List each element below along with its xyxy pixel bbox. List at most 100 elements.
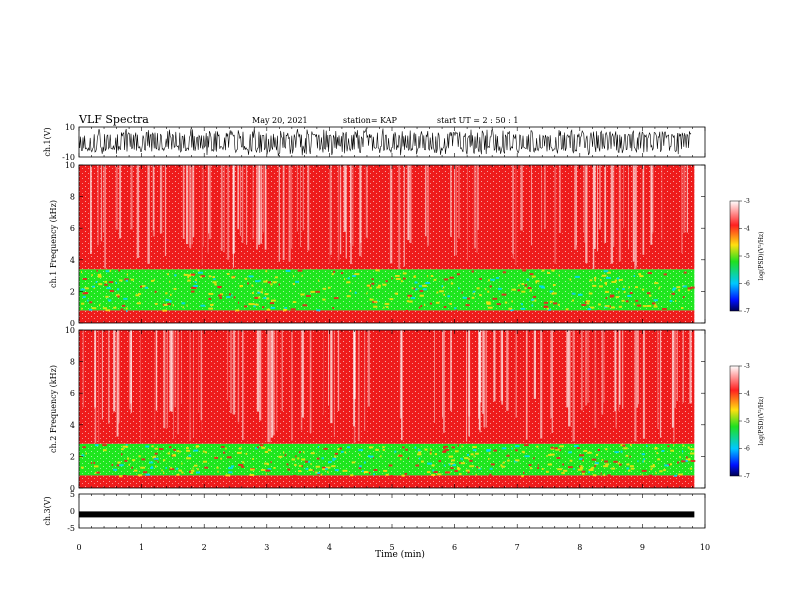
spectrogram-texture — [297, 269, 303, 272]
spectrogram-texture — [541, 286, 545, 289]
ch3-waveform-frame — [78, 493, 706, 529]
spectrogram-texture — [535, 280, 540, 283]
y-tick-label: 6 — [70, 389, 75, 398]
spectrogram-texture — [427, 462, 432, 465]
spectrogram-texture — [317, 279, 320, 282]
spectrogram-texture — [549, 290, 553, 293]
spectrogram-texture — [601, 274, 607, 277]
spectrogram-streak — [671, 330, 674, 428]
spectrogram-texture — [137, 292, 142, 295]
spectrogram-streak — [259, 330, 262, 421]
spectrogram-streak — [276, 330, 278, 431]
spectrogram-streak — [288, 165, 291, 262]
spectrogram-texture — [418, 306, 421, 309]
spectrogram-streak — [186, 165, 189, 245]
spectrogram-texture — [452, 464, 456, 467]
spectrogram-texture — [291, 458, 296, 461]
spectrogram-texture — [623, 447, 628, 450]
spectrogram-texture — [426, 471, 431, 474]
spectrogram-texture — [200, 276, 202, 279]
spectrogram-texture — [186, 457, 191, 460]
spectrogram-texture — [135, 294, 140, 297]
spectrogram-texture — [108, 281, 114, 284]
spectrogram-texture — [493, 449, 497, 452]
spectrogram-texture — [678, 473, 683, 476]
spectrogram-texture — [259, 444, 264, 447]
spectrogram-texture — [526, 278, 529, 281]
spectrogram-texture — [674, 474, 678, 477]
spectrogram-texture — [424, 448, 428, 451]
spectrogram-streak — [593, 165, 596, 249]
spectrogram-texture — [113, 468, 118, 471]
spectrogram-texture — [485, 288, 487, 291]
spectrogram-streak — [329, 165, 331, 264]
spectrogram-texture — [490, 463, 495, 466]
spectrogram-texture — [219, 296, 222, 299]
spectrogram-texture — [615, 296, 619, 299]
spectrogram-streak — [237, 330, 240, 423]
spectrogram-streak — [278, 165, 280, 262]
spectrogram-texture — [654, 447, 658, 450]
spectrogram-texture — [522, 269, 527, 272]
spectrogram-texture — [588, 292, 593, 295]
spectrogram-streak — [227, 165, 230, 260]
spectrogram-texture — [641, 288, 645, 291]
spectrogram-texture — [122, 474, 127, 477]
spectrogram-texture — [385, 473, 389, 476]
spectrogram-streak — [401, 330, 403, 441]
spectrogram-texture — [610, 294, 615, 297]
spectrogram-texture — [373, 456, 375, 459]
spectrogram-texture — [238, 447, 242, 450]
spectrogram-streak — [333, 330, 335, 437]
spectrogram-texture — [616, 288, 619, 290]
spectrogram-texture — [413, 288, 418, 291]
spectrogram-texture — [385, 280, 388, 283]
spectrogram-texture — [521, 290, 526, 293]
spectrogram-streak — [98, 330, 100, 443]
spectrogram-texture — [461, 291, 463, 294]
spectrogram-texture — [121, 448, 124, 451]
spectrogram-streak — [113, 330, 116, 412]
spectrogram-streak — [403, 165, 405, 267]
spectrogram-texture — [655, 472, 657, 475]
spectrogram-streak — [136, 165, 140, 259]
spectrogram-texture — [82, 278, 88, 280]
spectrogram-texture — [270, 283, 273, 286]
spectrogram-texture — [286, 463, 289, 466]
spectrogram-streak — [208, 165, 210, 233]
spectrogram-texture — [543, 301, 549, 304]
spectrogram-texture — [257, 291, 261, 294]
spectrogram-texture — [346, 446, 351, 449]
spectrogram-streak — [328, 330, 329, 406]
spectrogram-texture — [545, 470, 549, 473]
spectrogram-texture — [405, 309, 408, 312]
spectrogram-texture — [243, 305, 247, 308]
spectrogram-texture — [391, 277, 393, 280]
spectrogram-texture — [90, 462, 92, 464]
spectrogram-texture — [476, 466, 479, 469]
spectrogram-texture — [208, 275, 212, 278]
spectrogram-texture — [154, 447, 158, 450]
spectrogram-texture — [524, 455, 530, 458]
spectrogram-texture — [508, 307, 513, 310]
spectrogram-texture — [641, 453, 646, 456]
spectrogram-texture — [523, 471, 525, 474]
spectrogram-texture — [141, 285, 146, 288]
spectrogram-texture — [635, 299, 639, 302]
spectrogram-texture — [386, 305, 389, 308]
spectrogram-texture — [592, 474, 597, 477]
spectrogram-streak — [182, 165, 185, 239]
spectrogram-streak — [256, 330, 260, 412]
spectrogram-texture — [625, 300, 629, 303]
spectrogram-texture — [548, 308, 551, 311]
spectrogram-texture — [479, 294, 482, 297]
spectrogram-streak — [129, 330, 132, 404]
spectrogram-texture — [454, 307, 457, 310]
spectrogram-streak — [636, 330, 639, 408]
spectrogram-texture — [260, 469, 266, 471]
spectrogram-streak — [223, 165, 225, 253]
spectrogram-texture — [154, 290, 157, 293]
spectrogram-texture — [605, 448, 608, 451]
ch2-colorbar-ticks: -3 -4 -5 -6 -7 — [739, 363, 750, 480]
spectrogram-texture — [165, 299, 170, 302]
